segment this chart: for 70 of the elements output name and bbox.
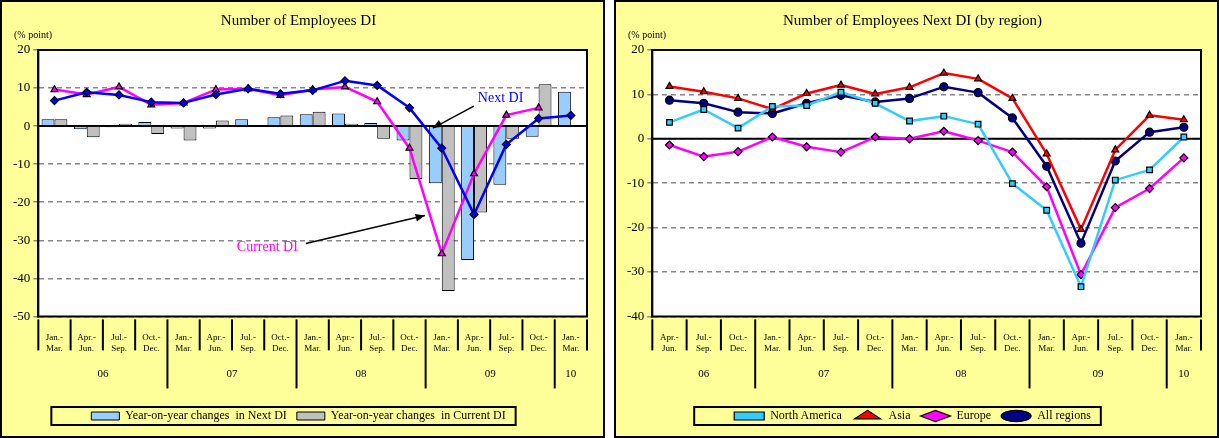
y-tick-label: 10 (17, 79, 31, 95)
x-tick-label: Jul.-Sep. (498, 332, 515, 353)
x-tick-label: Jan.-Mar. (1038, 332, 1056, 353)
x-tick-label: Apr.-Jun. (335, 332, 355, 353)
y-tick-label: 0 (637, 130, 645, 146)
y-tick-label: -20 (626, 219, 645, 235)
text: 08 (955, 367, 967, 380)
x-tick-label: Jul.-Sep. (240, 332, 256, 353)
y-tick-label: -10 (626, 174, 645, 190)
x-tick-label: Apr.-Jun. (1071, 332, 1091, 353)
x-tick-label: Oct.-Dec. (1003, 332, 1022, 353)
x-tick-label: Jan.-Mar. (562, 332, 580, 353)
text: 10 (1178, 367, 1190, 380)
text: 09 (484, 367, 497, 380)
y-tick-label: 20 (17, 41, 31, 57)
legend-label: Year-on-year changes in Next DI (125, 408, 287, 423)
legend-label: Asia (888, 408, 912, 423)
y-tick-label: 10 (631, 85, 645, 101)
x-tick-label: Apr.-Jun. (797, 332, 817, 353)
y-tick-label: -30 (12, 231, 31, 247)
y-axis-title: (% point) (628, 28, 667, 41)
text: 06 (698, 367, 710, 380)
x-tick-label: Oct.-Dec. (866, 332, 885, 353)
text: 06 (97, 367, 109, 380)
y-tick-label: 0 (23, 117, 31, 133)
text: 10 (565, 367, 577, 380)
legend-label: Year-on-year changes in Current DI (330, 408, 506, 423)
x-tick-label: Jan.-Mar. (1175, 332, 1193, 353)
text: Current DI (236, 239, 299, 255)
x-tick-label: Apr.-Jun. (464, 332, 484, 353)
x-tick-label: Oct.-Dec. (271, 332, 290, 353)
x-tick-label: Apr.-Jun. (660, 332, 679, 353)
x-tick-label: Oct.-Dec. (142, 332, 161, 353)
x-tick-label: Jul.-Sep. (369, 332, 386, 353)
x-tick-label: Apr.-Jun. (934, 332, 954, 353)
x-tick-label: Oct.-Dec. (728, 332, 748, 353)
x-tick-label: Jan.-Mar. (174, 332, 193, 353)
x-tick-label: Jan.-Mar. (45, 332, 64, 353)
x-tick-label: Oct.-Dec. (529, 332, 548, 353)
y-tick-label: -20 (12, 193, 31, 209)
y-tick-label: -40 (12, 269, 31, 285)
x-tick-label: Jul.-Sep. (1107, 332, 1124, 353)
x-tick-label: Jul.-Sep. (833, 332, 849, 353)
x-tick-label: Jan.-Mar. (433, 332, 451, 353)
legend-label: Europe (956, 408, 992, 423)
y-tick-label: 20 (631, 41, 645, 57)
x-tick-label: Jan.-Mar. (900, 332, 919, 353)
x-tick-label: Jan.-Mar. (304, 332, 322, 353)
chart-title: Number of Employees Next DI (by region) (782, 11, 1043, 29)
y-tick-label: -40 (626, 307, 645, 323)
text: 09 (1092, 367, 1105, 380)
y-tick-label: -50 (12, 307, 31, 323)
x-tick-label: Jul.-Sep. (111, 332, 127, 353)
chart-title: Number of Employees DI (220, 11, 377, 28)
series-label: Next DI (477, 89, 524, 105)
x-tick-label: Jan.-Mar. (763, 332, 781, 353)
y-axis-title: (% point) (14, 28, 53, 41)
y-tick-label: -10 (12, 155, 31, 171)
x-tick-label: Jul.-Sep. (695, 332, 712, 353)
legend-label: All regions (1037, 408, 1092, 423)
x-tick-label: Oct.-Dec. (400, 332, 419, 353)
x-tick-label: Jul.-Sep. (970, 332, 986, 353)
x-tick-label: Oct.-Dec. (1140, 332, 1159, 353)
text: 07 (226, 367, 238, 380)
text: 08 (355, 367, 368, 380)
text: 07 (818, 367, 830, 380)
y-tick-label: -30 (626, 263, 645, 279)
legend-label: North America (770, 408, 843, 423)
x-tick-label: Apr.-Jun. (206, 332, 226, 353)
x-tick-label: Apr.-Jun. (77, 332, 97, 353)
